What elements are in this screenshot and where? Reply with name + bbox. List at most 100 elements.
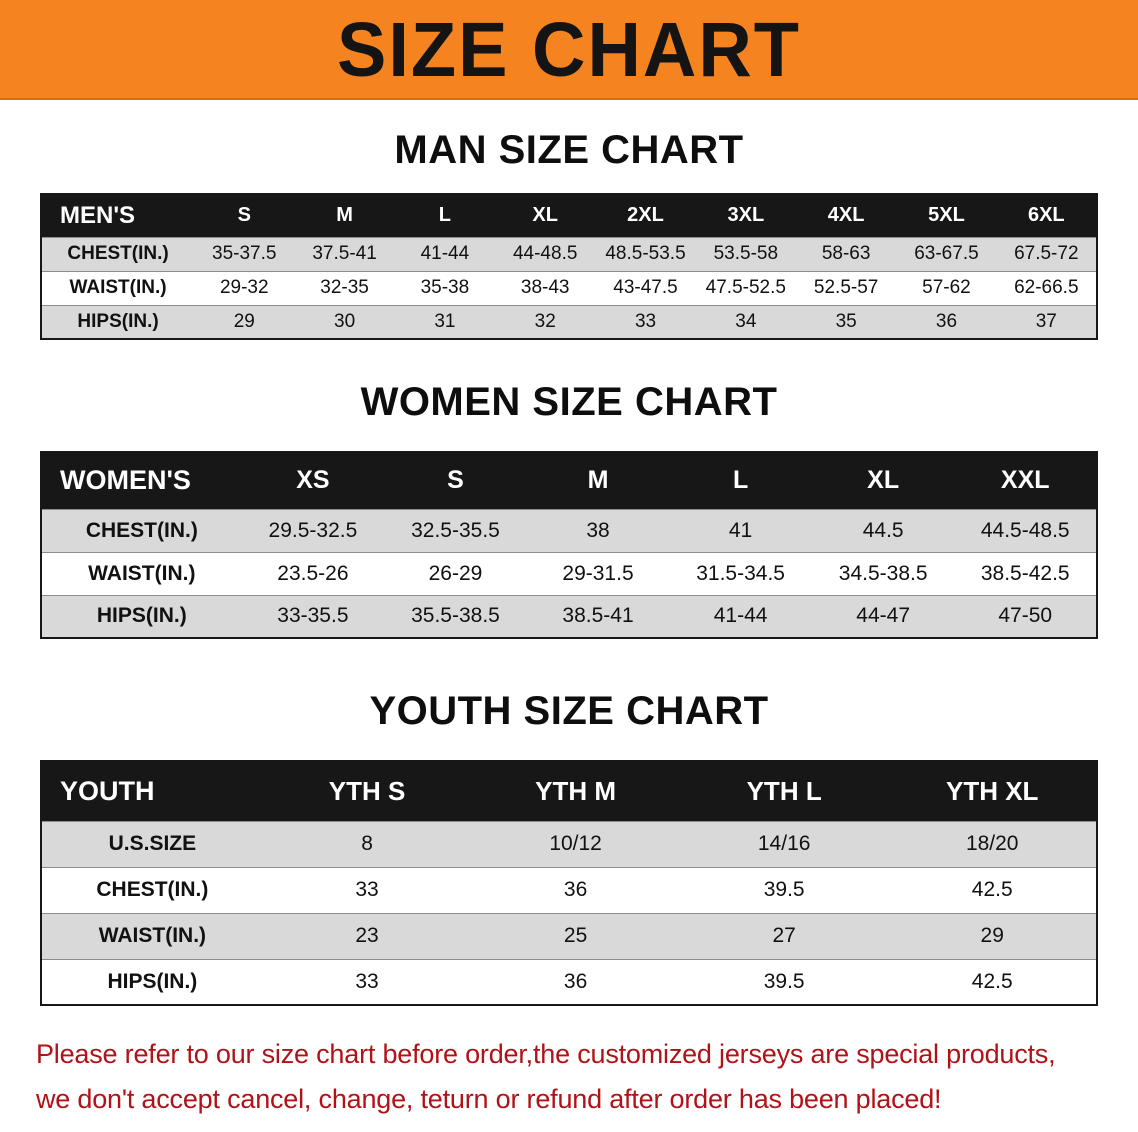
value-cell: 44.5 [811, 508, 955, 552]
value-cell: 29 [194, 304, 295, 339]
disclaimer-line-1: Please refer to our size chart before or… [36, 1039, 1056, 1069]
value-cell: 35-37.5 [194, 236, 295, 271]
value-cell: 35 [795, 304, 897, 339]
row-label-cell: U.S.SIZE [41, 820, 263, 867]
size-column-header: XL [495, 194, 596, 237]
value-cell: 33 [595, 304, 696, 339]
value-cell: 47.5-52.5 [695, 270, 796, 305]
row-label-cell: WAIST(IN.) [41, 912, 263, 959]
value-cell: 38.5-42.5 [954, 551, 1097, 595]
value-cell: 32.5-35.5 [384, 508, 527, 552]
size-column-header: S [384, 452, 527, 509]
row-label-cell: WAIST(IN.) [41, 270, 195, 305]
value-cell: 23 [262, 912, 472, 959]
value-cell: 39.5 [679, 958, 889, 1005]
value-cell: 62-66.5 [996, 270, 1097, 305]
value-cell: 32-35 [294, 270, 395, 305]
value-cell: 32 [495, 304, 596, 339]
size-column-header: 3XL [695, 194, 796, 237]
value-cell: 31 [394, 304, 496, 339]
row-label-cell: CHEST(IN.) [41, 236, 195, 271]
value-cell: 53.5-58 [695, 236, 796, 271]
value-cell: 34.5-38.5 [811, 551, 955, 595]
value-cell: 36 [471, 958, 680, 1005]
value-cell: 25 [471, 912, 680, 959]
value-cell: 27 [679, 912, 889, 959]
size-column-header: XS [241, 452, 385, 509]
row-label-cell: CHEST(IN.) [41, 508, 242, 552]
value-cell: 36 [471, 866, 680, 913]
value-cell: 38.5-41 [526, 594, 670, 638]
row-label-cell: HIPS(IN.) [41, 594, 242, 638]
row-label-cell: HIPS(IN.) [41, 304, 195, 339]
measurement-row: WAIST(IN.) 29-32 32-35 35-38 38-43 43-47.5 47.… [41, 270, 1097, 305]
size-column-header: XXL [954, 452, 1097, 509]
value-cell: 26-29 [384, 551, 527, 595]
value-cell: 29-31.5 [526, 551, 670, 595]
table-title-cell: YOUTH [41, 761, 263, 821]
value-cell: 36 [896, 304, 997, 339]
value-cell: 41-44 [669, 594, 812, 638]
disclaimer-line-2: we don't accept cancel, change, teturn o… [36, 1083, 942, 1114]
measurement-row: CHEST(IN.) 33 36 39.5 42.5 [41, 866, 1097, 913]
table-header-row: MEN'S S M L XL 2XL 3XL 4XL 5XL 6XL [41, 194, 1097, 237]
value-cell: 67.5-72 [996, 236, 1097, 271]
row-label-cell: HIPS(IN.) [41, 958, 263, 1005]
size-column-header: YTH M [471, 761, 680, 821]
table-header-row: YOUTH YTH S YTH M YTH L YTH XL [41, 761, 1097, 821]
value-cell: 52.5-57 [795, 270, 897, 305]
size-column-header: 4XL [795, 194, 897, 237]
value-cell: 29.5-32.5 [241, 508, 385, 552]
size-column-header: S [194, 194, 295, 237]
man-size-chart-section: MAN SIZE CHART MEN'S S M L XL 2XL 3XL 4XL 5XL 6XL… [0, 128, 1138, 340]
value-cell: 38 [526, 508, 670, 552]
value-cell: 8 [262, 820, 472, 867]
women-size-chart-heading: WOMEN SIZE CHART [360, 380, 778, 424]
value-cell: 18/20 [888, 820, 1097, 867]
value-cell: 48.5-53.5 [595, 236, 696, 271]
measurement-row: HIPS(IN.) 29 30 31 32 33 34 35 36 37 [41, 304, 1097, 339]
measurement-row: CHEST(IN.) 35-37.5 37.5-41 41-44 44-48.5 48.5… [41, 236, 1097, 271]
man-size-chart-heading: MAN SIZE CHART [394, 128, 744, 172]
table-title-cell: WOMEN'S [41, 452, 242, 509]
value-cell: 58-63 [795, 236, 897, 271]
value-cell: 39.5 [679, 866, 889, 913]
value-cell: 41-44 [394, 236, 496, 271]
size-column-header: L [669, 452, 812, 509]
size-column-header: YTH L [679, 761, 889, 821]
size-column-header: M [294, 194, 395, 237]
value-cell: 35.5-38.5 [384, 594, 527, 638]
size-column-header: 2XL [595, 194, 696, 237]
value-cell: 42.5 [888, 958, 1097, 1005]
size-column-header: 6XL [996, 194, 1097, 237]
measurement-row: CHEST(IN.) 29.5-32.5 32.5-35.5 38 41 44.5 44.5… [41, 508, 1097, 552]
value-cell: 37.5-41 [294, 236, 395, 271]
value-cell: 44-48.5 [495, 236, 596, 271]
size-column-header: XL [811, 452, 955, 509]
value-cell: 10/12 [471, 820, 680, 867]
size-chart-banner: SIZE CHART [0, 0, 1138, 100]
row-label-cell: WAIST(IN.) [41, 551, 242, 595]
youth-size-chart-heading: YOUTH SIZE CHART [369, 689, 769, 733]
value-cell: 44-47 [811, 594, 955, 638]
womens-size-table: WOMEN'S XS S M L XL XXL CHEST(IN.) 29.5-32.5 32.5… [40, 451, 1098, 639]
value-cell: 14/16 [679, 820, 889, 867]
order-disclaimer: Please refer to our size chart before or… [0, 1032, 1138, 1121]
value-cell: 38-43 [495, 270, 596, 305]
value-cell: 33 [262, 958, 472, 1005]
value-cell: 57-62 [896, 270, 997, 305]
value-cell: 47-50 [954, 594, 1097, 638]
size-column-header: M [526, 452, 670, 509]
row-label-cell: CHEST(IN.) [41, 866, 263, 913]
value-cell: 43-47.5 [595, 270, 696, 305]
youth-size-table: YOUTH YTH S YTH M YTH L YTH XL U.S.SIZE 8 10/12… [40, 760, 1098, 1006]
measurement-row: WAIST(IN.) 23 25 27 29 [41, 912, 1097, 959]
value-cell: 41 [669, 508, 812, 552]
value-cell: 34 [695, 304, 796, 339]
value-cell: 42.5 [888, 866, 1097, 913]
measurement-row: WAIST(IN.) 23.5-26 26-29 29-31.5 31.5-34.5 34… [41, 551, 1097, 595]
measurement-row: U.S.SIZE 8 10/12 14/16 18/20 [41, 820, 1097, 867]
value-cell: 23.5-26 [241, 551, 385, 595]
size-column-header: 5XL [896, 194, 997, 237]
value-cell: 37 [996, 304, 1097, 339]
